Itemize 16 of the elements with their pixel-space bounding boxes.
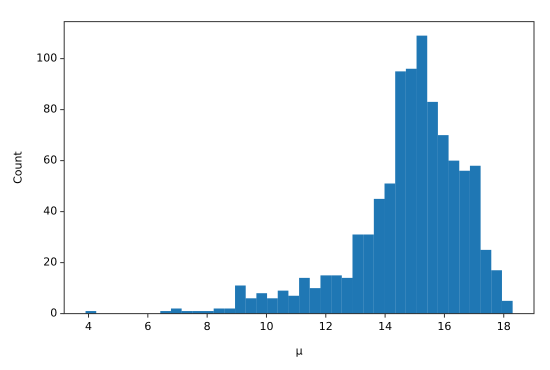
x-tick-label: 8: [204, 320, 211, 334]
x-axis-title: μ: [296, 344, 303, 358]
y-tick-label: 100: [36, 51, 58, 64]
x-tick-label: 10: [259, 320, 274, 334]
x-tick-label: 16: [437, 320, 452, 334]
x-tick-label: 14: [378, 320, 392, 334]
y-tick-label: 60: [43, 153, 58, 166]
x-tick-label: 18: [496, 320, 511, 334]
y-tick-label: 80: [43, 102, 58, 116]
y-tick-label: 40: [43, 204, 58, 218]
y-axis-title: Count: [11, 150, 24, 184]
y-tick-label: 0: [50, 306, 58, 320]
x-tick-label: 4: [85, 320, 92, 334]
x-tick-label: 6: [144, 320, 152, 334]
y-tick-label: 20: [43, 255, 58, 268]
x-tick-label: 12: [318, 320, 333, 334]
